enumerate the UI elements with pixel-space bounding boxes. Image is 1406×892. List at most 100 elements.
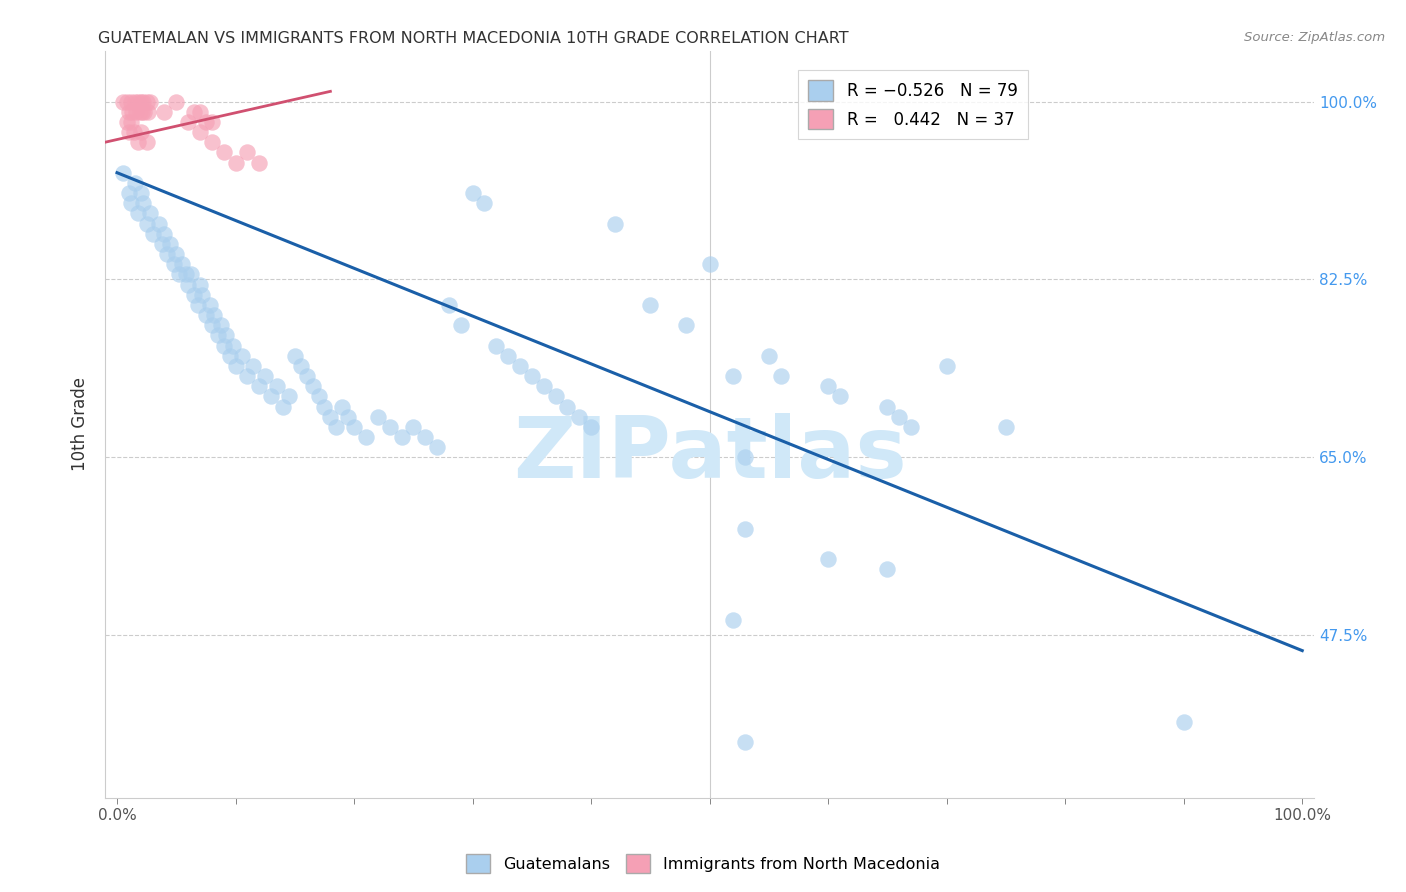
Point	[876, 562, 898, 576]
Point	[135, 135, 157, 149]
Point	[413, 430, 436, 444]
Y-axis label: 10th Grade: 10th Grade	[72, 377, 89, 471]
Point	[461, 186, 484, 200]
Point	[165, 247, 187, 261]
Point	[156, 247, 179, 261]
Point	[132, 196, 155, 211]
Point	[124, 176, 146, 190]
Point	[118, 186, 141, 200]
Point	[135, 95, 157, 109]
Point	[183, 104, 205, 119]
Point	[284, 349, 307, 363]
Point	[188, 125, 211, 139]
Point	[148, 217, 170, 231]
Point	[308, 389, 330, 403]
Text: Source: ZipAtlas.com: Source: ZipAtlas.com	[1244, 31, 1385, 45]
Point	[769, 369, 792, 384]
Point	[163, 257, 186, 271]
Point	[159, 236, 181, 251]
Point	[121, 104, 143, 119]
Point	[889, 409, 911, 424]
Point	[209, 318, 232, 333]
Point	[115, 115, 138, 129]
Point	[817, 379, 839, 393]
Point	[509, 359, 531, 373]
Text: GUATEMALAN VS IMMIGRANTS FROM NORTH MACEDONIA 10TH GRADE CORRELATION CHART: GUATEMALAN VS IMMIGRANTS FROM NORTH MACE…	[98, 31, 849, 46]
Point	[640, 298, 662, 312]
Point	[277, 389, 299, 403]
Point	[120, 196, 142, 211]
Point	[127, 95, 149, 109]
Point	[568, 409, 591, 424]
Point	[723, 613, 745, 627]
Point	[111, 166, 134, 180]
Point	[188, 277, 211, 292]
Point	[378, 420, 401, 434]
Point	[354, 430, 377, 444]
Point	[330, 400, 353, 414]
Point	[337, 409, 360, 424]
Point	[935, 359, 957, 373]
Point	[122, 125, 145, 139]
Point	[194, 308, 217, 322]
Point	[127, 206, 149, 220]
Legend: Guatemalans, Immigrants from North Macedonia: Guatemalans, Immigrants from North Maced…	[460, 847, 946, 880]
Point	[557, 400, 579, 414]
Point	[183, 287, 205, 301]
Point	[207, 328, 229, 343]
Point	[699, 257, 721, 271]
Point	[367, 409, 389, 424]
Point	[129, 186, 152, 200]
Point	[247, 379, 270, 393]
Point	[218, 349, 240, 363]
Text: ZIPatlas: ZIPatlas	[513, 413, 907, 496]
Point	[187, 298, 209, 312]
Point	[127, 135, 149, 149]
Point	[314, 400, 336, 414]
Point	[120, 115, 142, 129]
Point	[132, 95, 155, 109]
Point	[174, 268, 197, 282]
Point	[734, 522, 756, 536]
Point	[118, 104, 141, 119]
Point	[994, 420, 1017, 434]
Point	[450, 318, 472, 333]
Point	[172, 257, 194, 271]
Point	[271, 400, 294, 414]
Point	[129, 95, 152, 109]
Point	[426, 440, 449, 454]
Point	[603, 217, 626, 231]
Point	[115, 95, 138, 109]
Point	[150, 236, 173, 251]
Legend: R = −0.526   N = 79, R =   0.442   N = 37: R = −0.526 N = 79, R = 0.442 N = 37	[799, 70, 1028, 139]
Point	[139, 206, 162, 220]
Point	[544, 389, 567, 403]
Point	[520, 369, 543, 384]
Point	[135, 217, 157, 231]
Point	[120, 95, 142, 109]
Point	[165, 95, 187, 109]
Point	[125, 104, 148, 119]
Point	[236, 369, 259, 384]
Point	[131, 104, 153, 119]
Point	[231, 349, 253, 363]
Point	[202, 308, 225, 322]
Point	[242, 359, 264, 373]
Point	[212, 145, 235, 160]
Point	[723, 369, 745, 384]
Point	[118, 125, 141, 139]
Point	[177, 277, 200, 292]
Point	[201, 115, 224, 129]
Point	[876, 400, 898, 414]
Point	[828, 389, 851, 403]
Point	[343, 420, 366, 434]
Point	[734, 450, 756, 465]
Point	[290, 359, 312, 373]
Point	[533, 379, 555, 393]
Point	[136, 104, 159, 119]
Point	[247, 155, 270, 169]
Point	[301, 379, 323, 393]
Point	[325, 420, 347, 434]
Point	[134, 104, 156, 119]
Point	[437, 298, 460, 312]
